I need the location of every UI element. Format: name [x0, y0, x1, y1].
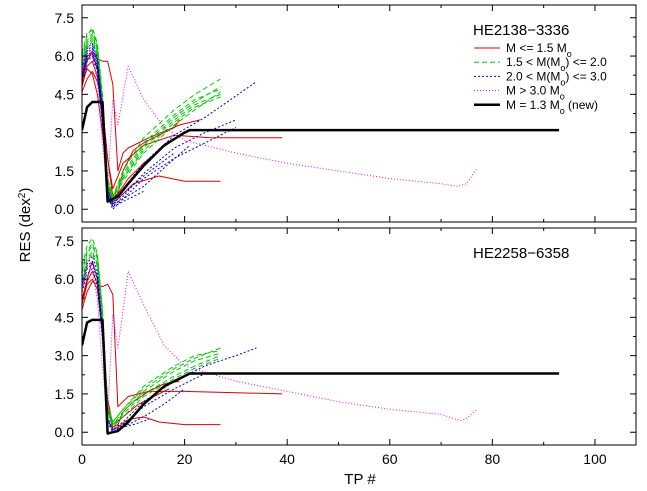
- chart-panels: 0.0 1.5 3.0 4.5 6.0 7.5 HE2138−3336 M <= 1.5 Mo…: [55, 4, 637, 467]
- legend-label: 1.5 < M(Mo) <= 2.0: [506, 55, 607, 73]
- blue-series-line: [82, 53, 144, 208]
- series-lines: [82, 27, 560, 210]
- red-series-line: [82, 53, 283, 190]
- magenta-series-line: [82, 258, 478, 422]
- black-series-line: [82, 100, 560, 203]
- green-series-line: [82, 242, 221, 423]
- green-series-line: [82, 32, 221, 200]
- y-tick-label: 7.5: [55, 233, 75, 249]
- red-series-line: [82, 278, 221, 431]
- green-series-line: [82, 30, 221, 197]
- y-tick-label: 0.0: [55, 201, 75, 217]
- x-tick-label: 60: [382, 451, 398, 467]
- legend-label: M <= 1.5 Mo: [506, 41, 572, 59]
- green-series-line: [82, 245, 221, 426]
- x-tick-label: 40: [279, 451, 295, 467]
- y-tick-label: 1.5: [55, 163, 75, 179]
- x-tick-label: 100: [583, 451, 607, 467]
- red-series-line: [82, 281, 283, 408]
- y-tick-label: 3.0: [55, 125, 75, 141]
- blue-series-line: [82, 42, 175, 205]
- series-lines: [82, 237, 560, 435]
- x-tick-label: 80: [485, 451, 501, 467]
- legend-label: M = 1.3 Mo (new): [506, 98, 598, 116]
- panel-title: HE2258−6358: [473, 245, 569, 262]
- legend-label: M > 3.0 Mo: [506, 84, 565, 102]
- green-series-line: [82, 37, 221, 197]
- black-series-line: [82, 318, 560, 435]
- y-tick-label: 1.5: [55, 386, 75, 402]
- blue-series-line: [82, 55, 237, 210]
- blue-series-line: [82, 50, 237, 208]
- y-tick-label: 7.5: [55, 10, 75, 26]
- panel-2: 0.0 1.5 3.0 4.5 6.0 7.5 0 20 40 60 80 100 HE2258−635…: [55, 227, 637, 467]
- x-tick-label: 0: [78, 451, 86, 467]
- y-tick-label: 6.0: [55, 271, 75, 287]
- x-tick-label: 20: [177, 451, 193, 467]
- blue-series-line: [82, 45, 257, 205]
- y-axis-label: RES (dex2): [17, 188, 35, 263]
- y-tick-label: 6.0: [55, 48, 75, 64]
- y-tick-label: 3.0: [55, 348, 75, 364]
- green-series-line: [82, 250, 221, 426]
- legend-label: 2.0 < M(Mo) <= 3.0: [506, 69, 607, 87]
- panel-1: 0.0 1.5 3.0 4.5 6.0 7.5 HE2138−3336 M <= 1.5 Mo…: [55, 4, 637, 223]
- green-series-line: [82, 27, 221, 197]
- legend: M <= 1.5 Mo1.5 < M(Mo) <= 2.02.0 < M(Mo)…: [474, 41, 607, 116]
- green-series-line: [82, 40, 221, 203]
- green-series-line: [82, 253, 221, 428]
- y-tick-label: 4.5: [55, 309, 75, 325]
- x-axis-label: TP #: [344, 471, 376, 488]
- y-tick-label: 0.0: [55, 424, 75, 440]
- y-tick-label: 4.5: [55, 86, 75, 102]
- panel-title: HE2138−3336: [473, 22, 569, 39]
